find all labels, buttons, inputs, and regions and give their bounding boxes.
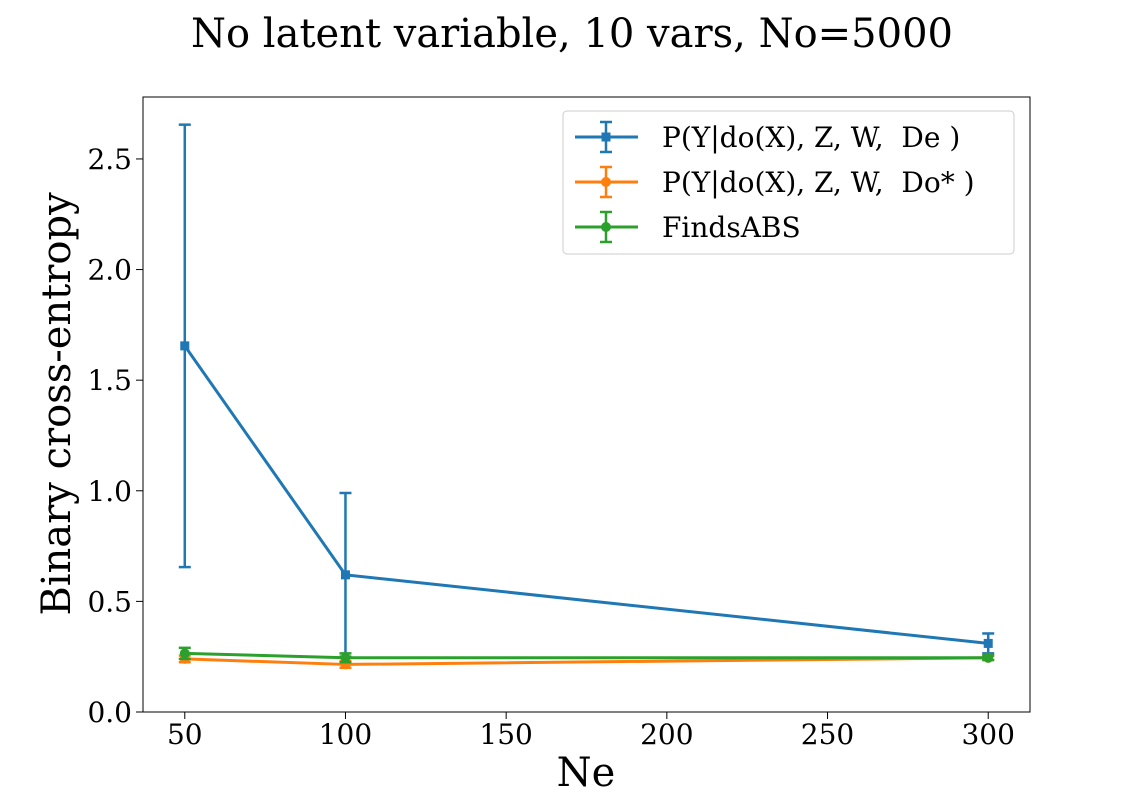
x-axis-label: Ne (557, 750, 616, 796)
axis-ticks: 50 100 150 200 250 300 0.0 0.5 1.0 1.5 2.0 2.5 (87, 143, 1014, 751)
y-tick-label: 1.0 (87, 475, 132, 508)
legend-label: P(Y|do(X), Z, W, De ) (662, 121, 960, 154)
x-tick-label: 200 (640, 718, 693, 751)
y-tick-label: 2.5 (87, 143, 132, 176)
data-point-marker (340, 570, 350, 580)
data-point-marker (601, 132, 611, 142)
plot-frame (142, 96, 1031, 713)
legend-entry: FindsABS (575, 210, 801, 244)
x-tick-label: 300 (961, 718, 1014, 751)
series-2 (178, 646, 995, 664)
legend-box (562, 110, 1015, 255)
legend-label: FindsABS (662, 211, 801, 244)
legend: P(Y|do(X), Z, W, De ) P(Y|do(X), Z, W, Do… (562, 110, 1015, 255)
x-tick-label: 250 (801, 718, 854, 751)
y-tick-label: 0.0 (87, 696, 132, 729)
y-tick-label: 1.5 (87, 364, 132, 397)
series-0 (178, 123, 995, 658)
data-point-marker (983, 638, 993, 648)
data-point-marker (601, 177, 611, 187)
data-point-marker (340, 652, 351, 663)
x-tick-label: 150 (479, 718, 532, 751)
data-point-marker (179, 648, 190, 659)
x-tick-label: 100 (319, 718, 372, 751)
legend-entry: P(Y|do(X), Z, W, De ) (575, 120, 960, 154)
data-point-marker (983, 652, 994, 663)
data-point-marker (180, 341, 190, 351)
data-point-marker (601, 222, 611, 232)
chart-title: No latent variable, 10 vars, No=5000 (191, 11, 953, 57)
y-tick-label: 2.0 (87, 254, 132, 287)
x-tick-label: 50 (167, 718, 203, 751)
y-axis-label: Binary cross-entropy (34, 192, 80, 616)
legend-entry: P(Y|do(X), Z, W, Do* ) (575, 165, 975, 199)
series-layer (178, 123, 995, 670)
legend-entries: P(Y|do(X), Z, W, De ) P(Y|do(X), Z, W, Do… (575, 120, 975, 244)
y-tick-label: 0.5 (87, 585, 132, 618)
legend-label: P(Y|do(X), Z, W, Do* ) (662, 166, 975, 199)
